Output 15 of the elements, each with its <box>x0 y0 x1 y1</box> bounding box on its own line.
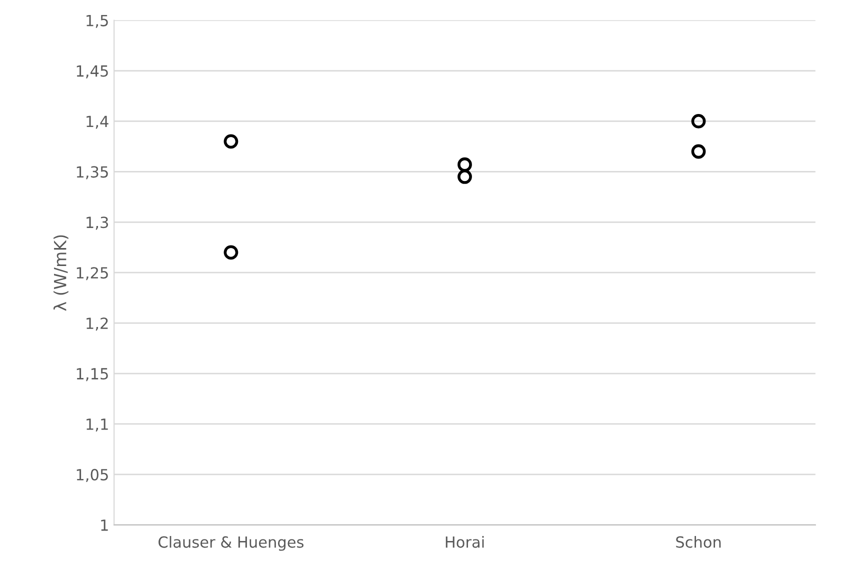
y-tick-label: 1 <box>101 520 108 531</box>
y-tick-label: 1,35 <box>76 166 108 180</box>
y-tick-label: 1,45 <box>76 65 108 78</box>
y-tick-label: 1,05 <box>76 468 108 482</box>
x-tick-label: Clauser & Huenges <box>158 536 304 551</box>
y-tick-label: 1,25 <box>76 267 108 280</box>
x-tick-label: Horai <box>446 536 484 548</box>
y-tick-label: 1,3 <box>86 216 108 230</box>
y-axis-title: λ (W/mK) <box>54 235 68 311</box>
y-tick-label: 1,4 <box>86 116 108 129</box>
y-tick-label: 1,5 <box>86 14 108 28</box>
y-tick-label: 1,2 <box>86 318 108 331</box>
y-tick-label: 1,1 <box>86 418 108 432</box>
x-tick-label: Schon <box>676 536 721 548</box>
y-tick-label: 1,15 <box>76 368 108 382</box>
